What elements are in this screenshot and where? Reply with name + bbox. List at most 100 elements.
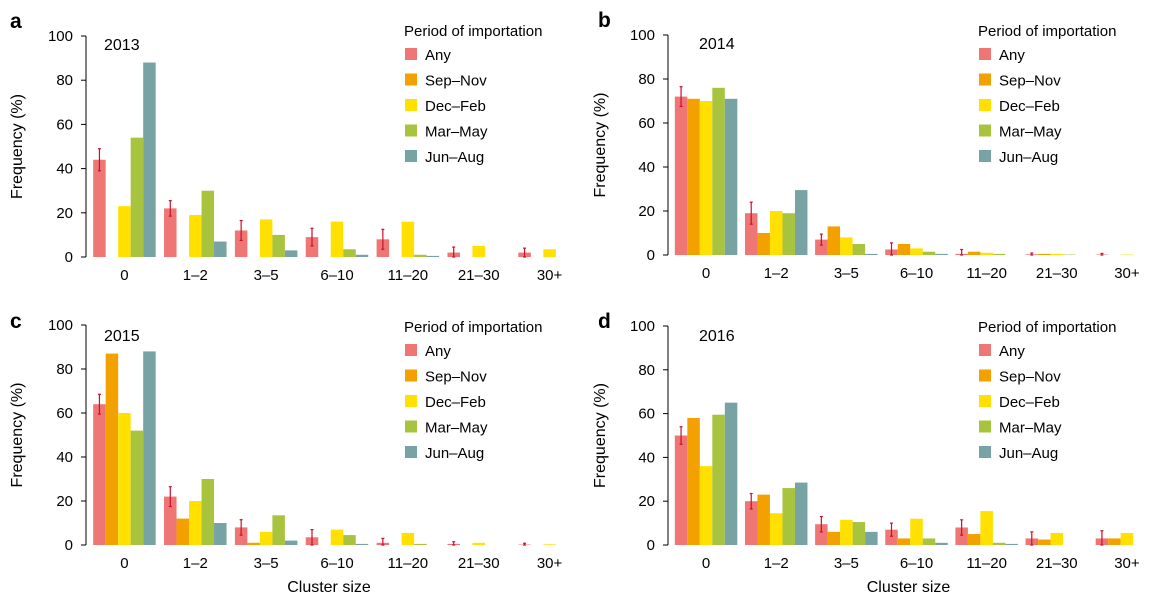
- bar-d-0-4: [955, 527, 968, 545]
- y-tick-label: 20: [56, 493, 73, 510]
- x-tick-label: 6–10: [900, 555, 933, 572]
- bar-b-1-5: [1038, 253, 1051, 255]
- x-tick-label: 3–5: [834, 265, 859, 282]
- legend-swatch: [979, 99, 991, 111]
- bar-c-3-0: [130, 430, 144, 545]
- legend-swatch: [405, 446, 417, 458]
- panel-letter: a: [10, 10, 22, 33]
- legend-label: Sep–Nov: [999, 73, 1061, 90]
- bar-b-1-1: [757, 233, 770, 255]
- panel-a: a 2013 0 20 40 60 80 100 Frequency (%) 0 1–2 3–5 6–1…: [9, 10, 563, 284]
- bar-b-2-5: [1050, 253, 1064, 255]
- legend-swatch: [979, 369, 991, 382]
- bar-d-1-6: [1108, 538, 1121, 545]
- year-label: 2015: [104, 328, 140, 345]
- x-tick-label: 6–10: [320, 267, 353, 284]
- bar-d-2-1: [769, 513, 783, 545]
- x-tick-label: 21–30: [458, 267, 500, 284]
- bar-a-3-1: [201, 190, 215, 257]
- x-tick-label: 11–20: [388, 555, 429, 572]
- bar-d-2-5: [1050, 532, 1064, 545]
- legend-label: Jun–Aug: [425, 149, 484, 166]
- legend-swatch: [979, 420, 991, 433]
- bar-d-1-1: [757, 494, 770, 545]
- legend-swatch: [979, 48, 991, 60]
- x-tick-label: 11–20: [388, 267, 429, 284]
- bar-d-1-0: [687, 417, 700, 545]
- bar-d-4-0: [724, 402, 738, 545]
- bar-b-4-0: [724, 98, 738, 255]
- y-tick-label: 80: [56, 361, 73, 378]
- bar-a-0-1: [164, 208, 177, 257]
- panel-c: c 2015 0 20 40 60 80 100 Frequency (%) 0 1–2 3–5 6–1…: [9, 310, 563, 596]
- bar-d-3-1: [782, 488, 795, 545]
- bar-a-4-1: [214, 241, 227, 257]
- bar-a-4-3: [355, 254, 369, 257]
- bar-c-2-5: [472, 542, 485, 545]
- y-tick-label: 40: [638, 159, 655, 176]
- bar-a-0-0: [93, 159, 106, 257]
- legend-title: Period of importation: [404, 23, 542, 40]
- legend-label: Dec–Feb: [999, 394, 1060, 411]
- legend-swatch: [405, 48, 417, 60]
- bar-d-0-2: [815, 524, 828, 545]
- y-tick-label: 0: [647, 247, 655, 264]
- y-axis-title: Frequency (%): [9, 383, 26, 488]
- bar-a-2-0: [118, 206, 131, 257]
- y-axis-title: Frequency (%): [9, 94, 26, 199]
- bar-d-2-0: [699, 466, 713, 545]
- bar-d-2-4: [980, 511, 993, 545]
- y-tick-label: 20: [638, 493, 655, 510]
- bar-a-0-2: [234, 230, 248, 257]
- bar-b-4-1: [794, 190, 808, 255]
- legend-label: Any: [999, 47, 1025, 64]
- bar-c-0-2: [234, 527, 248, 545]
- bar-c-4-2: [284, 540, 298, 545]
- bar-c-2-1: [189, 501, 202, 545]
- x-tick-label: 21–30: [458, 555, 500, 572]
- bar-b-2-3: [910, 248, 923, 255]
- legend-label: Sep–Nov: [999, 369, 1061, 386]
- legend-swatch: [405, 344, 417, 356]
- bar-a-3-0: [130, 137, 144, 257]
- y-tick-label: 0: [647, 537, 655, 554]
- legend-swatch: [405, 99, 417, 111]
- bar-a-2-3: [330, 221, 344, 257]
- legend-swatch: [979, 446, 991, 458]
- y-tick-label: 80: [56, 72, 73, 89]
- legend-swatch: [979, 344, 991, 356]
- bar-d-3-3: [922, 538, 936, 545]
- x-tick-label: 21–30: [1036, 555, 1078, 572]
- legend-label: Sep–Nov: [425, 73, 487, 90]
- bar-b-1-0: [687, 98, 700, 255]
- bar-d-1-4: [967, 534, 981, 545]
- bar-a-4-0: [143, 62, 156, 257]
- bar-d-4-3: [935, 542, 948, 545]
- y-tick-label: 40: [638, 449, 655, 466]
- legend-label: Mar–May: [425, 420, 488, 437]
- bar-b-1-4: [967, 251, 981, 255]
- bar-b-3-2: [852, 244, 866, 255]
- y-tick-label: 0: [65, 537, 73, 554]
- y-tick-label: 60: [638, 406, 655, 423]
- y-tick-label: 80: [638, 362, 655, 379]
- bar-d-1-3: [897, 538, 911, 545]
- panel-letter: b: [598, 9, 611, 32]
- legend-title: Period of importation: [978, 319, 1116, 336]
- y-tick-label: 60: [56, 405, 73, 422]
- bar-d-0-1: [744, 501, 758, 545]
- x-tick-label: 0: [120, 555, 128, 572]
- legend-label: Sep–Nov: [425, 369, 487, 386]
- bar-b-0-0: [674, 96, 688, 255]
- bar-c-0-1: [164, 496, 177, 545]
- panel-b: b 2014 0 20 40 60 80 100 Frequency (%) 0 1–2 3–5 6–1…: [592, 9, 1140, 282]
- x-tick-label: 3–5: [254, 267, 279, 284]
- y-tick-label: 100: [630, 318, 655, 335]
- bar-c-3-2: [272, 515, 285, 545]
- x-tick-label: 11–20: [966, 555, 1007, 572]
- x-tick-label: 1–2: [183, 267, 208, 284]
- legend-swatch: [405, 420, 417, 433]
- x-tick-label: 30+: [537, 555, 563, 572]
- y-tick-label: 0: [65, 249, 73, 266]
